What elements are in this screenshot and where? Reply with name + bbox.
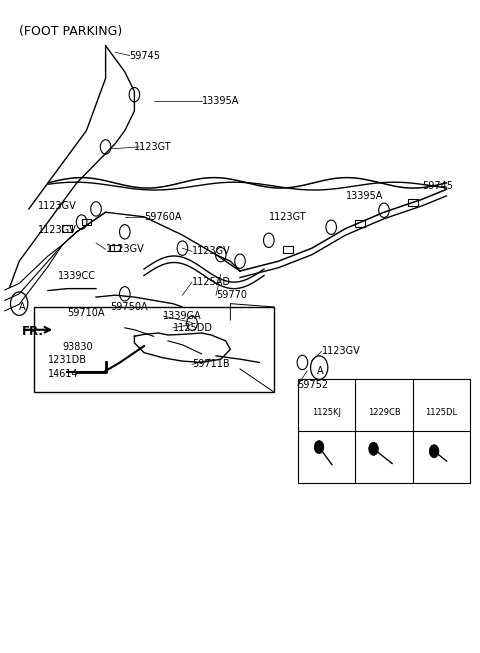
Bar	[283, 246, 293, 253]
Bar	[82, 219, 91, 225]
Text: 59750A: 59750A	[110, 302, 148, 312]
Text: 1125DL: 1125DL	[426, 408, 457, 417]
Text: 1123GV: 1123GV	[322, 346, 360, 357]
Text: 1125KJ: 1125KJ	[312, 408, 341, 417]
Bar	[298, 379, 470, 483]
Text: 1123GV: 1123GV	[106, 244, 144, 255]
Text: 59745: 59745	[422, 181, 454, 191]
Circle shape	[314, 441, 324, 454]
Text: (FOOT PARKING): (FOOT PARKING)	[19, 25, 122, 38]
Text: FR.: FR.	[22, 325, 44, 338]
Text: 1125DD: 1125DD	[173, 323, 213, 333]
Text: 93830: 93830	[62, 342, 93, 353]
Bar	[62, 225, 72, 232]
Text: 13395A: 13395A	[346, 191, 383, 201]
Text: 1231DB: 1231DB	[48, 355, 87, 366]
Text: 13395A: 13395A	[202, 96, 239, 106]
Text: A: A	[19, 302, 26, 312]
Text: 1123GT: 1123GT	[269, 212, 306, 222]
Text: 59760A: 59760A	[144, 212, 181, 222]
Circle shape	[429, 445, 439, 458]
Bar	[110, 245, 120, 251]
Text: 1123GV: 1123GV	[192, 246, 231, 257]
Text: 14614: 14614	[48, 368, 79, 379]
Text: 1339GA: 1339GA	[163, 311, 202, 321]
Bar	[408, 199, 418, 206]
Text: 59711B: 59711B	[192, 359, 229, 370]
Text: 1125AD: 1125AD	[192, 277, 231, 287]
Text: 59745: 59745	[130, 50, 161, 61]
Text: A: A	[317, 366, 324, 376]
Text: 1123GT: 1123GT	[134, 142, 172, 152]
Text: 1123GV: 1123GV	[38, 200, 77, 211]
Text: 1339CC: 1339CC	[58, 270, 96, 281]
Text: 59752: 59752	[298, 380, 329, 390]
Text: 59770: 59770	[216, 290, 247, 300]
Bar	[355, 220, 365, 227]
Text: 59710A: 59710A	[67, 308, 105, 319]
Text: 1229CB: 1229CB	[368, 408, 400, 417]
Circle shape	[369, 442, 378, 455]
Text: 1123GV: 1123GV	[38, 225, 77, 235]
